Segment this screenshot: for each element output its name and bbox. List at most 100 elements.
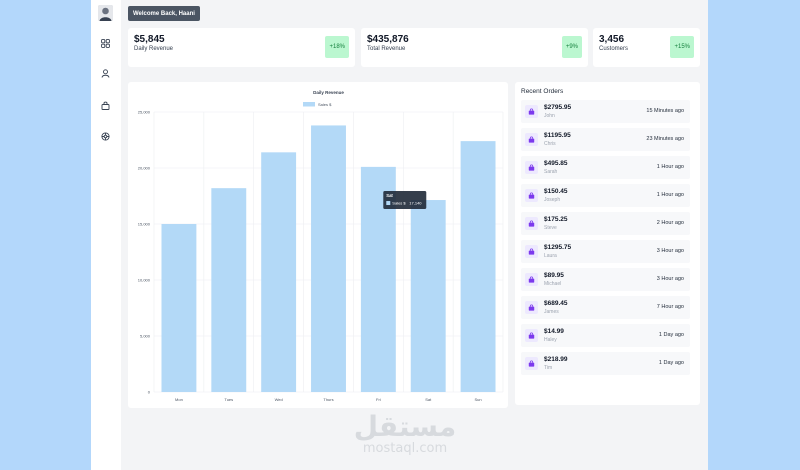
legend-label: Sales $: [318, 102, 332, 107]
order-time: 7 Hour ago: [656, 304, 684, 310]
order-row[interactable]: $150.45 Joseph 1 Hour ago: [521, 184, 690, 207]
order-time: 3 Hour ago: [656, 248, 684, 254]
tooltip-value: 17,140: [409, 201, 422, 206]
bar-sat: [410, 200, 446, 392]
sidebar-item-settings[interactable]: [97, 129, 114, 144]
bag-icon: [525, 161, 538, 174]
bag-icon: [101, 97, 110, 115]
stat-change-badge: +15%: [670, 36, 694, 58]
revenue-chart-card: Daily Revenue Sales $ 0 5,000 10,000 15,000 20…: [128, 82, 508, 408]
order-customer: Chris: [544, 141, 556, 147]
order-row[interactable]: $89.95 Michael 3 Hour ago: [521, 268, 690, 291]
bar-mon: [161, 224, 197, 392]
bag-icon: [525, 329, 538, 342]
bag-icon: [525, 133, 538, 146]
stat-label: Daily Revenue: [134, 46, 174, 52]
x-tick-label: Sun: [475, 397, 482, 402]
stat-value: $435,876: [367, 34, 409, 45]
order-customer: Joseph: [544, 197, 561, 203]
order-amount: $175.25: [544, 216, 568, 223]
sidebar-item-dashboard[interactable]: [97, 36, 114, 51]
order-customer: Michael: [544, 281, 562, 287]
order-time: 15 Minutes ago: [646, 108, 684, 114]
app-frame: Welcome Back, Haani $5,845 Daily Revenue…: [91, 0, 708, 470]
bag-icon: [525, 245, 538, 258]
order-amount: $89.95: [544, 272, 564, 279]
sidebar-item-orders[interactable]: [97, 98, 114, 113]
y-tick-label: 15,000: [138, 222, 151, 227]
order-time: 3 Hour ago: [656, 276, 684, 282]
legend-swatch: [303, 102, 315, 107]
x-tick-label: Tues: [224, 397, 233, 402]
bag-icon: [525, 189, 538, 202]
order-time: 1 Hour ago: [656, 164, 684, 170]
order-amount: $1195.95: [544, 132, 571, 139]
stat-change-badge: +9%: [561, 36, 582, 58]
stat-change-badge: +18%: [325, 36, 349, 58]
x-tick-label: Fri: [376, 397, 381, 402]
watermark-latin: mostaql.com: [362, 441, 448, 456]
order-time: 1 Day ago: [658, 360, 684, 366]
bar-tues: [211, 188, 247, 392]
revenue-chart: Daily Revenue Sales $ 0 5,000 10,000 15,000 20…: [138, 90, 504, 402]
order-amount: $14.99: [544, 328, 564, 335]
grid-icon: [101, 35, 110, 53]
stat-value: $5,845: [134, 34, 165, 45]
recent-orders-card: Recent Orders $2795.95 John 15 Minutes ago…: [515, 82, 700, 405]
stat-card-daily-revenue: $5,845 Daily Revenue +18%: [128, 28, 355, 67]
bag-icon: [525, 217, 538, 230]
order-amount: $218.99: [544, 356, 568, 363]
order-row[interactable]: $1195.95 Chris 23 Minutes ago: [521, 128, 690, 151]
chart-title: Daily Revenue: [313, 90, 344, 95]
order-amount: $1295.75: [544, 244, 572, 251]
sidebar: [91, 0, 121, 470]
order-row[interactable]: $218.99 Tim 1 Day ago: [521, 352, 690, 375]
stat-value: 3,456: [599, 34, 625, 45]
x-tick-label: Thurs: [323, 397, 333, 402]
order-customer: Tim: [544, 365, 553, 371]
bag-icon: [525, 105, 538, 118]
order-amount: $689.45: [544, 300, 568, 307]
bar-wed: [261, 152, 297, 392]
watermark-arabic: مستقل: [353, 410, 457, 443]
order-row[interactable]: $2795.95 John 15 Minutes ago: [521, 100, 690, 123]
order-customer: James: [544, 309, 559, 315]
bag-icon: [525, 357, 538, 370]
tooltip-swatch: [386, 201, 391, 206]
tooltip-label: Sales $: [392, 201, 406, 206]
order-customer: Steve: [544, 225, 557, 231]
stat-label: Total Revenue: [367, 46, 406, 52]
y-tick-label: 20,000: [138, 166, 151, 171]
x-tick-label: Sat: [425, 397, 432, 402]
tooltip-title: Sat: [386, 193, 393, 198]
sidebar-item-users[interactable]: [97, 66, 114, 81]
order-customer: Sarah: [544, 169, 558, 175]
order-row[interactable]: $14.99 Haley 1 Day ago: [521, 324, 690, 347]
stat-label: Customers: [599, 46, 629, 52]
stat-card-customers: 3,456 Customers +15%: [593, 28, 700, 67]
y-tick-label: 0: [148, 390, 151, 395]
order-amount: $495.85: [544, 160, 568, 167]
welcome-banner: Welcome Back, Haani: [128, 6, 200, 21]
order-customer: Haley: [544, 337, 557, 343]
order-time: 1 Day ago: [658, 332, 684, 338]
bar-sun: [460, 141, 496, 392]
order-customer: Laura: [544, 253, 557, 259]
bar-thurs: [311, 125, 346, 392]
x-tick-label: Mon: [175, 397, 183, 402]
settings-icon: [101, 128, 110, 146]
order-time: 1 Hour ago: [656, 192, 684, 198]
order-row[interactable]: $689.45 James 7 Hour ago: [521, 296, 690, 319]
order-row[interactable]: $175.25 Steve 2 Hour ago: [521, 212, 690, 235]
order-row[interactable]: $495.85 Sarah 1 Hour ago: [521, 156, 690, 179]
order-amount: $150.45: [544, 188, 568, 195]
avatar[interactable]: [98, 5, 113, 21]
order-row[interactable]: $1295.75 Laura 3 Hour ago: [521, 240, 690, 263]
user-icon: [101, 65, 110, 83]
recent-orders-title: Recent Orders: [521, 88, 564, 95]
order-customer: John: [544, 113, 555, 119]
chart-tooltip: [383, 191, 427, 210]
x-tick-label: Wed: [275, 397, 283, 402]
stat-card-total-revenue: $435,876 Total Revenue +9%: [361, 28, 588, 67]
order-amount: $2795.95: [544, 104, 572, 111]
